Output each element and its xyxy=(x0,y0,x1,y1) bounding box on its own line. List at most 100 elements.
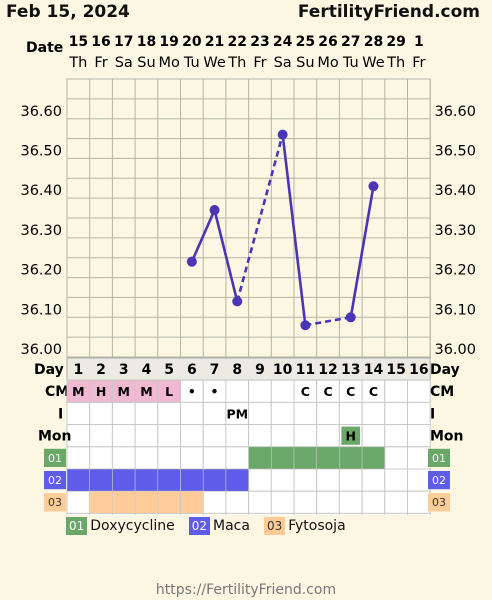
grid-cell xyxy=(202,446,227,470)
med-cell-03-day-4 xyxy=(134,490,159,514)
date-1: 15 xyxy=(69,34,88,50)
grid-cell xyxy=(111,424,136,448)
grid-cell xyxy=(338,512,363,515)
grid-cell xyxy=(293,401,318,426)
date-2: 16 xyxy=(91,34,110,50)
weekday-4: Su xyxy=(137,55,155,71)
grid-cell xyxy=(384,424,408,448)
cycle-day-9: 9 xyxy=(255,362,265,378)
date-6: 20 xyxy=(182,34,202,50)
grid-cell xyxy=(316,468,340,492)
weekday-11: Su xyxy=(296,55,314,71)
temp-point-day-7 xyxy=(209,205,220,216)
weekday-7: We xyxy=(203,55,225,71)
legend-code: 01 xyxy=(66,517,88,535)
grid-cell xyxy=(157,446,182,470)
grid-cell xyxy=(338,468,363,492)
grid-cell xyxy=(157,401,182,426)
grid-cell xyxy=(248,468,272,492)
grid-cell xyxy=(66,446,91,470)
cm-value-day-3: M xyxy=(118,384,130,399)
weekday-2: Fr xyxy=(94,55,107,71)
temp-point-day-14 xyxy=(368,181,379,192)
grid-cell xyxy=(270,379,295,403)
cm-value-day-1: M xyxy=(72,384,84,399)
day-label-right: Day xyxy=(430,362,460,378)
grid-cell xyxy=(89,424,113,448)
grid-cell xyxy=(202,490,227,514)
med-code-box-right xyxy=(428,493,450,512)
ytick-left: 36.60 xyxy=(20,104,62,120)
grid-cell xyxy=(202,401,227,426)
grid-cell xyxy=(407,379,431,403)
cycle-day-6: 6 xyxy=(187,362,197,378)
grid-cell xyxy=(180,446,204,470)
site-name: FertilityFriend.com xyxy=(297,2,480,22)
weekday-5: Mo xyxy=(158,55,180,71)
date-5: 19 xyxy=(159,34,178,50)
med-cell-03-day-2 xyxy=(89,490,113,514)
ytick-right: 36.20 xyxy=(434,263,476,279)
weekday-8: Th xyxy=(227,55,246,71)
cm-value-day-12: C xyxy=(323,384,332,399)
grid-cell xyxy=(248,401,272,426)
med-code-box-left xyxy=(44,448,66,467)
med-cell-02-day-8 xyxy=(225,468,249,492)
med-cell-01-day-13 xyxy=(339,446,363,470)
grid-cell xyxy=(111,446,136,470)
date-7: 21 xyxy=(205,34,224,50)
grid-cell xyxy=(316,424,340,448)
cm-value-day-5: L xyxy=(165,384,173,399)
grid-cell xyxy=(134,446,159,470)
date-3: 17 xyxy=(114,34,133,50)
date-label: Date xyxy=(26,40,63,56)
med-code-box-right xyxy=(428,448,450,467)
grid-cell xyxy=(361,512,386,515)
grid-cell xyxy=(407,424,431,448)
weekday-13: Tu xyxy=(342,55,359,71)
grid-cell xyxy=(134,401,159,426)
mon-value-day-13: H xyxy=(346,429,356,444)
temp-point-day-10 xyxy=(277,129,288,140)
temp-point-day-6 xyxy=(186,256,197,267)
med-code-right: 02 xyxy=(432,474,446,487)
weekday-10: Sa xyxy=(274,55,292,71)
legend-code: 03 xyxy=(263,517,286,535)
grid-cell xyxy=(316,401,340,426)
med-code-left: 02 xyxy=(48,474,62,487)
mon-label: Mon xyxy=(38,429,72,445)
legend-item-01: 01 Doxycycline xyxy=(66,517,175,535)
grid-cell xyxy=(270,512,295,515)
med-cell-01-day-10 xyxy=(270,446,295,470)
med-code-box-right xyxy=(428,471,450,490)
med-cell-02-day-4 xyxy=(134,468,159,492)
ytick-right: 36.60 xyxy=(434,104,476,120)
grid-cell xyxy=(225,490,250,514)
weekday-9: Fr xyxy=(253,55,266,71)
grid-cell xyxy=(202,424,227,448)
grid-cell xyxy=(407,401,431,426)
cycle-day-10: 10 xyxy=(273,362,293,378)
grid-cell xyxy=(407,468,431,492)
footer-url: https://FertilityFriend.com xyxy=(155,582,337,598)
i-label-right: I xyxy=(430,406,435,422)
grid-cell xyxy=(89,401,113,426)
chart-date: Feb 15, 2024 xyxy=(6,2,130,22)
med-cell-03-day-6 xyxy=(180,490,204,514)
med-cell-01-day-12 xyxy=(316,446,340,470)
ytick-right: 36.40 xyxy=(434,183,476,199)
weekday-16: Fr xyxy=(412,55,425,71)
med-cell-02-day-2 xyxy=(89,468,113,492)
grid-cell xyxy=(66,490,91,514)
grid-cell xyxy=(248,379,272,403)
med-cell-02-day-3 xyxy=(112,468,136,492)
grid-cell xyxy=(225,379,250,403)
ytick-right: 36.10 xyxy=(434,302,476,318)
ytick-right: 36.00 xyxy=(434,342,476,358)
med-cell-02-day-6 xyxy=(180,468,204,492)
date-12: 26 xyxy=(318,34,337,50)
date-11: 25 xyxy=(296,34,315,50)
grid-cell xyxy=(248,424,272,448)
i-value-day-8: PM xyxy=(226,406,248,421)
weekday-3: Sa xyxy=(115,55,133,71)
